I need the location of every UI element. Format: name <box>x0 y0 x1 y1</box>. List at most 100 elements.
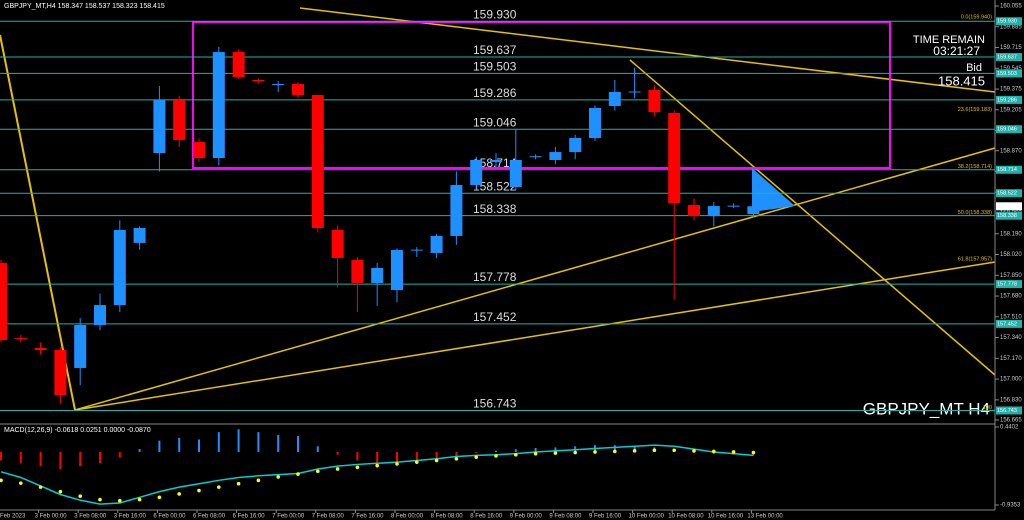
candle-body <box>549 152 562 160</box>
candle-body <box>410 249 423 251</box>
x-tick-label: 3 Feb 00:00 <box>35 514 68 520</box>
macd-signal-dot <box>0 478 3 483</box>
x-tick-label: 6 Feb 00:00 <box>153 514 186 520</box>
candle-body <box>747 206 760 215</box>
bid-value: 158.415 <box>938 73 985 88</box>
candle-body <box>608 91 621 107</box>
macd-signal-dot <box>236 481 241 486</box>
trend-line <box>74 147 996 411</box>
price-tag <box>996 125 1022 134</box>
y-tick-label: 157.000 <box>1000 377 1022 383</box>
x-tick-label: 7 Feb 08:00 <box>312 514 345 520</box>
macd-signal-dot <box>692 449 696 453</box>
price-tag <box>996 280 1022 289</box>
candle-body <box>173 100 186 140</box>
candle-body <box>232 52 245 77</box>
x-tick-label: 9 Feb 08:00 <box>549 514 582 520</box>
y-tick-label: 159.545 <box>1000 66 1022 72</box>
candle-body <box>648 90 661 113</box>
y-tick-label: 158.190 <box>1000 231 1022 237</box>
x-tick-label: 3 Feb 08:00 <box>74 514 107 520</box>
candle-body <box>470 159 483 186</box>
macd-signal-dot <box>375 463 380 468</box>
y-tick-label: -0.9353 <box>1000 503 1021 509</box>
candle-body <box>34 347 47 351</box>
candle-body <box>569 138 582 153</box>
bid-tag <box>996 202 1022 211</box>
macd-label: MACD(12,26,9) -0.0618 0.0251 0.0000 -0.0… <box>4 427 151 434</box>
fib-label: 100 <box>983 405 992 411</box>
fib-label: 23.6(159.183) <box>958 107 992 113</box>
macd-signal-dot <box>177 492 181 496</box>
x-tick-label: 6 Feb 16:00 <box>233 514 266 520</box>
candle-body <box>311 95 324 229</box>
x-tick-label: 3 Feb 16:00 <box>114 514 147 520</box>
candle-body <box>430 235 443 253</box>
candle-body <box>371 267 384 283</box>
macd-signal-dot <box>751 450 756 455</box>
macd-signal-dot <box>731 450 736 454</box>
macd-signal-dot <box>712 449 716 454</box>
candle-body <box>14 338 27 340</box>
price-tag-label: 159.503 <box>997 71 1017 77</box>
y-tick-label: 157.850 <box>1000 273 1022 279</box>
macd-signal-dot <box>672 448 676 453</box>
candle-body <box>589 107 601 139</box>
y-tick-label: 157.170 <box>1000 356 1022 362</box>
y-tick-label: 159.885 <box>1000 24 1022 30</box>
price-tag-label: 158.338 <box>997 213 1017 219</box>
macd-signal-dot <box>632 449 637 453</box>
price-tag-label: 159.286 <box>997 97 1017 103</box>
x-tick-label: 7 Feb 00:00 <box>272 514 305 520</box>
macd-signal-dot <box>38 485 43 489</box>
x-tick-label: 8 Feb 00:00 <box>391 514 424 520</box>
level-label: 156.743 <box>473 397 517 411</box>
price-tag <box>996 69 1022 78</box>
x-tick-label: 2 Feb 2023 <box>0 514 26 520</box>
macd-signal-dot <box>78 494 82 498</box>
x-tick-label: 9 Feb 16:00 <box>589 514 622 520</box>
y-tick-label: 158.870 <box>1000 148 1022 154</box>
time-remain-label: TIME REMAIN <box>913 34 985 46</box>
range-box <box>192 21 891 169</box>
y-tick-label: 157.510 <box>1000 314 1022 320</box>
price-tag <box>996 319 1022 328</box>
macd-signal-dot <box>652 448 657 453</box>
x-tick-label: 13 Feb 00:00 <box>747 514 783 520</box>
level-label: 158.338 <box>473 202 517 216</box>
candle-body <box>54 350 67 395</box>
macd-signal-dot <box>137 497 142 502</box>
candle-body <box>668 112 681 203</box>
price-tag-label: 158.714 <box>997 167 1017 173</box>
level-label: 157.452 <box>473 310 517 324</box>
trend-line <box>629 59 996 376</box>
macd-signal-dot <box>494 454 498 458</box>
triangle-marker <box>752 168 795 212</box>
price-tag <box>996 53 1022 62</box>
x-tick-label: 8 Feb 16:00 <box>470 514 503 520</box>
macd-signal-dot <box>316 469 320 474</box>
x-tick-label: 6 Feb 08:00 <box>193 514 226 520</box>
candle-body <box>292 84 304 96</box>
y-tick-label: 159.715 <box>1000 45 1022 51</box>
macd-signal-dot <box>514 452 518 457</box>
price-tag <box>996 165 1022 174</box>
candle-body <box>94 305 106 325</box>
macd-signal-dot <box>474 455 479 459</box>
macd-main-line <box>0 444 754 505</box>
candle-body <box>628 91 641 93</box>
candle-body <box>193 142 205 159</box>
candle-body <box>707 206 720 217</box>
candle-body <box>490 159 502 163</box>
x-tick-label: 8 Feb 08:00 <box>431 514 464 520</box>
trend-line <box>0 34 76 411</box>
y-tick-label: 159.205 <box>1000 107 1022 113</box>
macd-signal-dot <box>276 475 281 479</box>
level-label: 158.522 <box>473 179 517 193</box>
price-tag <box>996 211 1022 220</box>
macd-signal-dot <box>256 478 261 483</box>
y-tick-label: 156.830 <box>1000 397 1022 403</box>
level-label: 159.046 <box>473 115 517 129</box>
candle-body <box>529 156 542 158</box>
